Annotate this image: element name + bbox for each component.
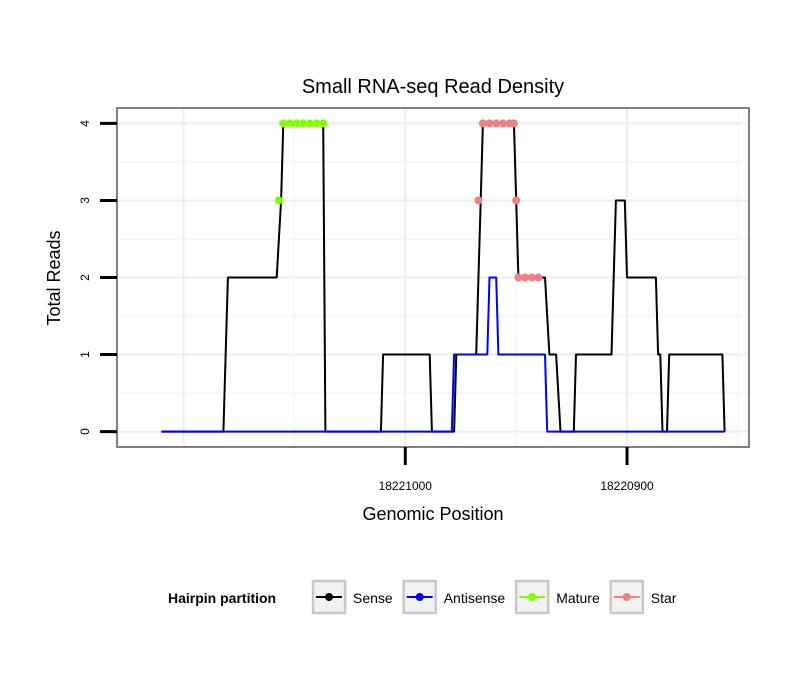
data-point-star xyxy=(512,196,521,205)
x-axis-title: Genomic Position xyxy=(362,504,503,524)
data-point-star xyxy=(485,119,494,128)
legend-item-sense: Sense xyxy=(311,579,393,615)
legend-item-mature: Mature xyxy=(514,579,600,615)
legend-title: Hairpin partition xyxy=(168,590,276,606)
y-axis-title: Total Reads xyxy=(44,230,64,325)
data-point-star xyxy=(509,119,518,128)
data-point-mature xyxy=(319,119,328,128)
chart-title: Small RNA-seq Read Density xyxy=(302,76,564,98)
data-point-mature xyxy=(279,119,288,128)
legend-label-star: Star xyxy=(651,590,677,606)
series-points-star xyxy=(474,119,543,282)
data-point-mature xyxy=(312,119,321,128)
data-point-star xyxy=(498,119,507,128)
data-point-star xyxy=(534,273,543,282)
data-point-mature xyxy=(292,119,301,128)
legend-dot-mature xyxy=(528,593,537,601)
data-point-star xyxy=(478,119,487,128)
grid xyxy=(117,108,749,447)
legend-label-mature: Mature xyxy=(556,590,600,606)
y-tick-label: 3 xyxy=(78,197,92,204)
legend-item-star: Star xyxy=(609,579,677,615)
legend: Hairpin partition Sense Antisense Mature St… xyxy=(168,579,677,615)
data-point-mature xyxy=(305,119,314,128)
x-tick-label: 18221000 xyxy=(379,479,433,493)
plot-panel xyxy=(116,107,750,448)
data-point-star xyxy=(527,273,536,282)
data-point-mature xyxy=(285,119,294,128)
y-tick-label: 4 xyxy=(78,120,92,127)
legend-dot-star xyxy=(622,593,631,601)
data-point-star xyxy=(521,273,530,282)
legend-item-antisense: Antisense xyxy=(402,579,506,615)
y-tick-label: 1 xyxy=(78,351,92,358)
series-line-antisense xyxy=(161,276,725,433)
series-points-mature xyxy=(274,119,328,205)
data-point-star xyxy=(514,273,523,282)
y-axis: 0 1 2 3 4 xyxy=(78,120,117,435)
x-tick-label: 18220900 xyxy=(600,479,654,493)
x-axis: 18221000 18220900 xyxy=(379,447,654,493)
legend-dot-antisense xyxy=(415,593,424,601)
legend-label-antisense: Antisense xyxy=(444,590,506,606)
y-tick-label: 0 xyxy=(78,428,92,435)
data-point-mature xyxy=(299,119,308,128)
data-point-star xyxy=(492,119,501,128)
y-tick-label: 2 xyxy=(78,274,92,281)
legend-dot-sense xyxy=(325,593,333,601)
data-point-star xyxy=(474,196,483,205)
series-layer xyxy=(161,119,726,433)
legend-label-sense: Sense xyxy=(353,590,393,606)
data-point-mature xyxy=(274,196,283,205)
